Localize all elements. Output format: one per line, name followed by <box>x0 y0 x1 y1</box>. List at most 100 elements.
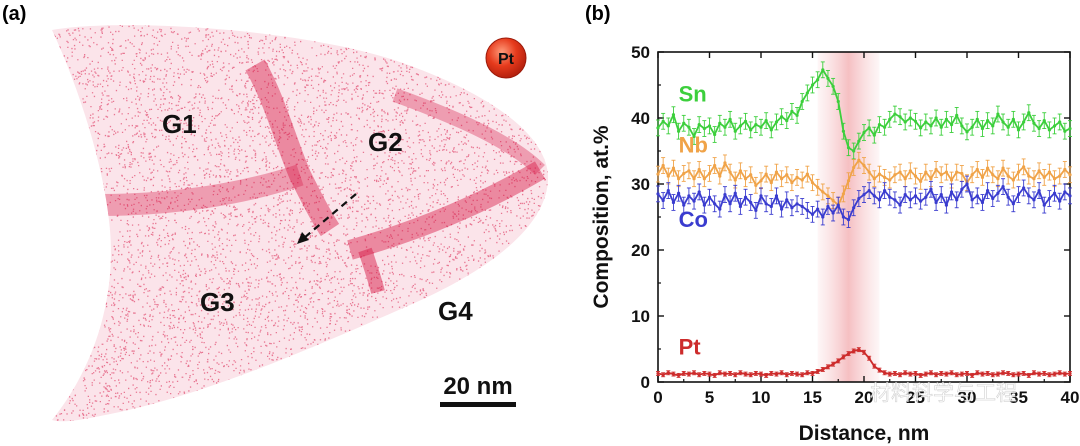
data-point <box>1042 371 1046 376</box>
data-point <box>677 373 681 377</box>
data-point <box>728 117 732 121</box>
data-point <box>1042 119 1046 123</box>
data-point <box>980 372 985 376</box>
data-point <box>929 371 933 375</box>
data-point <box>975 117 979 121</box>
data-point <box>949 178 954 182</box>
x-tick-label: 15 <box>803 388 822 407</box>
data-point <box>713 163 717 168</box>
data-point <box>949 190 954 194</box>
data-point <box>713 373 717 377</box>
data-point <box>846 179 851 183</box>
data-point <box>888 117 892 121</box>
data-point <box>733 373 737 377</box>
data-point <box>949 371 954 375</box>
data-point <box>841 355 846 359</box>
data-point <box>919 126 923 130</box>
data-point <box>810 181 815 185</box>
data-point <box>810 371 815 376</box>
data-point <box>888 372 892 376</box>
data-point <box>944 372 949 376</box>
data-point <box>728 170 732 174</box>
data-point <box>841 192 846 196</box>
data-point <box>980 126 985 131</box>
panel-b-label: (b) <box>585 3 611 25</box>
scale-bar-text: 20 nm <box>443 373 512 400</box>
data-point <box>939 192 943 197</box>
data-point <box>996 177 1000 181</box>
data-point <box>1027 373 1031 377</box>
data-point <box>862 350 866 354</box>
data-point <box>713 202 717 206</box>
data-point <box>934 200 938 205</box>
grain-label-g3: G3 <box>200 287 235 317</box>
grain-label-g2: G2 <box>368 127 403 157</box>
grain-label-g4: G4 <box>438 296 473 326</box>
data-point <box>692 177 696 181</box>
data-point <box>754 208 758 212</box>
data-point <box>723 125 727 129</box>
data-point <box>743 177 748 181</box>
data-point <box>924 195 928 199</box>
data-point <box>1068 194 1072 198</box>
data-point <box>1037 189 1041 193</box>
data-point <box>1068 173 1072 177</box>
data-point <box>785 198 789 202</box>
data-point <box>769 181 773 185</box>
y-tick-label: 40 <box>631 109 650 128</box>
data-point <box>831 362 835 366</box>
data-point <box>754 371 758 376</box>
data-point <box>949 123 954 127</box>
data-point <box>790 181 794 185</box>
data-point <box>774 120 779 124</box>
data-point <box>903 120 907 124</box>
data-point <box>677 129 681 133</box>
data-point <box>965 130 969 134</box>
data-point <box>883 125 887 129</box>
data-point <box>666 174 670 178</box>
data-point <box>1032 198 1036 202</box>
series-label-pt: Pt <box>679 334 702 359</box>
data-point <box>929 187 933 191</box>
data-point <box>661 198 665 203</box>
data-point <box>764 202 768 206</box>
data-point <box>728 202 732 206</box>
data-point <box>1006 125 1010 129</box>
data-point <box>836 203 840 207</box>
data-point <box>846 352 851 356</box>
composition-chart: 0 5 10 15 20 25 30 35 40 0 10 20 30 40 50 Distance, nm C… <box>590 43 1079 445</box>
data-point <box>872 177 876 181</box>
data-point <box>656 192 660 196</box>
data-point <box>872 194 876 198</box>
data-point <box>759 179 763 183</box>
x-tick-label: 35 <box>1009 388 1028 407</box>
data-point <box>1022 120 1026 124</box>
data-point <box>754 123 758 127</box>
y-tick-label: 20 <box>631 241 650 260</box>
data-point <box>733 178 737 182</box>
data-point <box>800 204 804 209</box>
data-point <box>1016 192 1021 197</box>
data-point <box>697 373 701 377</box>
data-point <box>1022 371 1026 376</box>
data-point <box>723 372 727 376</box>
data-point <box>733 129 737 133</box>
data-point <box>991 373 995 377</box>
data-point <box>774 194 779 198</box>
data-point <box>816 185 820 189</box>
data-point <box>955 170 959 174</box>
data-point <box>780 207 784 211</box>
data-point <box>1052 191 1057 195</box>
data-point <box>805 208 809 212</box>
data-point <box>867 356 871 360</box>
data-point <box>738 371 743 375</box>
panel-b: (b) 0 5 10 15 20 25 30 35 40 0 10 20 30 40 50 Distance,… <box>585 3 1079 445</box>
data-point <box>795 113 799 117</box>
data-point <box>1047 373 1051 377</box>
pt-legend-label: Pt <box>498 51 515 68</box>
data-point <box>883 175 887 179</box>
data-point <box>980 200 985 205</box>
data-point <box>780 371 784 375</box>
data-point <box>960 187 964 191</box>
data-point <box>857 196 861 201</box>
